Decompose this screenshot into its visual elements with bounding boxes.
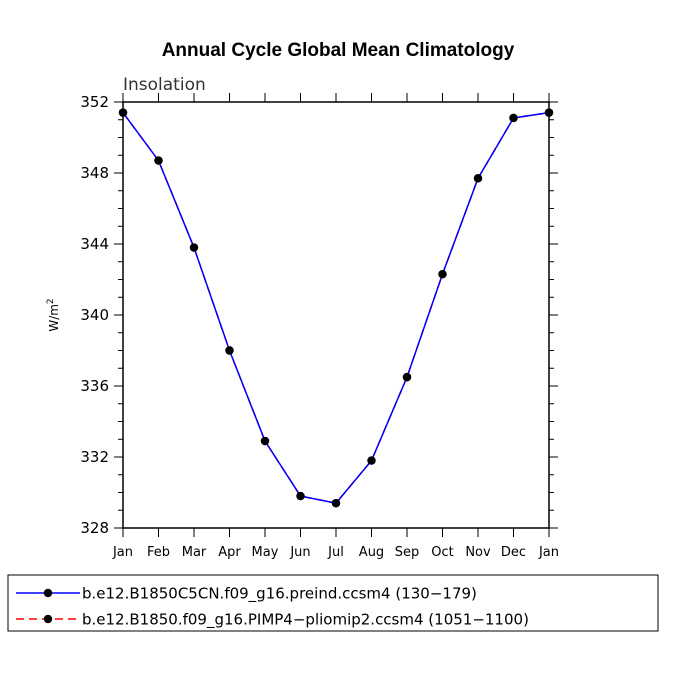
x-tick-label: Jul — [327, 545, 344, 560]
series-1-point — [331, 498, 341, 508]
y-tick-label: 336 — [80, 377, 109, 395]
y-tick-label: 340 — [80, 306, 109, 324]
legend-label-2: b.e12.B1850.f09_g16.PIMP4−pliomip2.ccsm4… — [82, 611, 529, 630]
series-1-point — [438, 269, 447, 279]
series-1-point — [402, 372, 412, 382]
chart-title: Annual Cycle Global Mean Climatology — [162, 40, 515, 61]
series-1-point — [473, 174, 483, 183]
chart-subtitle: Insolation — [123, 75, 206, 95]
legend-label-1: b.e12.B1850C5CN.f09_g16.preind.ccsm4 (13… — [82, 585, 477, 604]
series-1-point — [367, 456, 376, 465]
series-1-point — [154, 156, 163, 165]
y-tick-label: 348 — [80, 164, 109, 182]
x-tick-label: May — [252, 545, 279, 560]
series-1-point — [189, 243, 199, 252]
series-1-point — [296, 491, 305, 501]
axes-group: 328 332 336 340 344 348 352 Jan Feb Mar Apr May Jun J… — [80, 93, 559, 560]
y-tick-label: 328 — [80, 519, 109, 537]
legend-marker-1 — [43, 588, 53, 598]
y-tick-label: 352 — [80, 93, 109, 111]
series-1-point — [225, 346, 234, 355]
legend: b.e12.B1850C5CN.f09_g16.preind.ccsm4 (13… — [7, 574, 659, 632]
series-lines-group — [118, 108, 554, 508]
x-tick-label: Apr — [218, 545, 241, 560]
legend-marker-2 — [43, 614, 53, 624]
x-tick-label: Jan — [538, 545, 559, 560]
x-tick-label: Dec — [501, 545, 526, 560]
y-axis-label-superscript: 2 — [46, 298, 56, 304]
y-tick-label: 344 — [80, 235, 109, 253]
x-tick-label: Sep — [395, 545, 420, 560]
series-line-2 — [122, 111, 550, 504]
x-tick-label: Mar — [182, 545, 207, 560]
series-1-point — [544, 108, 554, 117]
series-1-point — [509, 113, 518, 123]
x-tick-label: Nov — [465, 545, 491, 560]
x-tick-label: Aug — [359, 545, 384, 560]
y-tick-label: 332 — [80, 448, 109, 466]
y-axis-label: W/m2 — [46, 298, 61, 331]
x-tick-label: Jan — [112, 545, 133, 560]
series-1-point — [118, 108, 128, 117]
x-tick-label: Feb — [147, 545, 170, 560]
x-tick-label: Jun — [289, 545, 310, 560]
series-line-1 — [122, 111, 550, 504]
legend-box — [7, 574, 659, 632]
x-tick-label: Oct — [431, 545, 453, 560]
y-axis-label-text: W/m — [47, 304, 61, 332]
series-1-point — [260, 436, 270, 446]
